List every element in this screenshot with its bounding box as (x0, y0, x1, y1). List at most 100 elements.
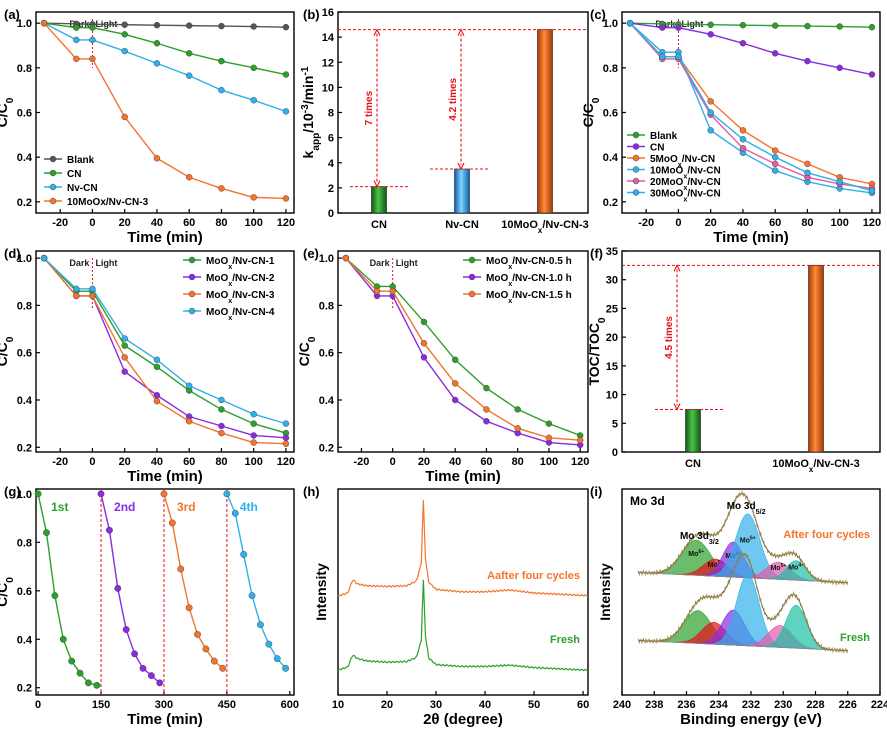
panel-g-xtick-label: 600 (281, 699, 299, 711)
panel-c-legend-marker (632, 143, 640, 150)
panel-b-category-label: Nv-CN (445, 219, 479, 231)
panel-d-series-2-point (218, 429, 225, 437)
panel-i-d32-label: Mo 3d3/2 (680, 531, 719, 546)
panel-a-xtick-label: 120 (277, 217, 295, 229)
panel-b-ytick-label: 16 (322, 7, 334, 19)
panel-c-ytick-label: 0.4 (603, 152, 619, 164)
panel-h-pattern-0 (337, 500, 589, 597)
panel-c-xtick-label: 100 (831, 217, 849, 229)
panel-c-xtick-label: 120 (863, 217, 881, 229)
panel-e-xtick-label: 40 (449, 456, 461, 468)
panel-d-series-3-point (185, 382, 193, 389)
panel-g-series-3-point (223, 490, 231, 498)
panel-g-tag: (g) (4, 484, 21, 499)
panel-d-ytick-label: 0.6 (17, 348, 32, 360)
panel-c-series-5-point (739, 136, 747, 143)
panel-g-series-0-point (59, 635, 67, 643)
panel-g-series-3-line (226, 493, 287, 669)
panel-h: (h) 10 20 30 40 50 60 2θ (degree) Intensity Aafte… (303, 484, 589, 728)
panel-h-xtick-label: 50 (528, 699, 540, 711)
panel-a-legend-marker (49, 183, 57, 191)
panel-f-arrow-head-bottom (673, 403, 681, 411)
panel-f-category-label: 10MoOx/Nv-CN-3 (772, 458, 860, 474)
panel-a-series-2-point (73, 36, 80, 44)
panel-c-series-5-point (771, 153, 779, 161)
panel-d-xlabel: Time (min) (127, 468, 203, 485)
panel-e-series-2-point (514, 425, 521, 432)
panel-e-ytick-label: 0.4 (319, 395, 335, 407)
panel-c-series-0-point (771, 22, 779, 29)
panel-c-series-5-point (868, 187, 876, 194)
panel-h-ylabel: Intensity (313, 563, 329, 621)
panel-e-series-0-point (545, 420, 553, 427)
panel-e-dark-label: Dark (370, 258, 391, 268)
panel-d-dark-label: Dark (69, 258, 90, 268)
panel-e-series-0-line (345, 257, 581, 437)
panel-c-legend-label: 30MoOx/Nv-CN (650, 189, 721, 204)
panel-d-series-0-point (218, 406, 225, 413)
panel-d-series-2-point (153, 397, 161, 405)
panel-i-trace-0-raw (637, 490, 849, 587)
panel-c-series-3-point (771, 167, 779, 174)
panel-f-bar-0 (685, 409, 701, 453)
panel-c-series-2-point (771, 147, 779, 154)
panel-e-ytick-label: 0.2 (319, 442, 334, 454)
panel-h-xtick-label: 30 (430, 699, 442, 711)
panel-d-legend-marker (188, 290, 196, 298)
panel-g-series-0-point (43, 529, 50, 537)
panel-d-legend-label: MoOx/Nv-CN-1 (206, 256, 275, 271)
panel-c-xlabel: Time (min) (713, 229, 789, 246)
panel-d-series-2-point (185, 418, 193, 425)
panel-b-ytick-label: 4 (328, 158, 335, 170)
panel-c-series-0-point (739, 21, 747, 29)
panel-g-series-1-point (97, 490, 105, 498)
panel-b-category-label: 10MoOx/Nv-CN-3 (501, 219, 589, 235)
panel-i-xtick-label: 232 (742, 699, 760, 711)
panel-d-series-2-point (250, 439, 257, 446)
panel-c-legend-marker (632, 177, 640, 185)
panel-h-trace-label: Aafter four cycles (487, 570, 580, 582)
panel-c-series-1-point (707, 31, 714, 38)
panel-e-ytick-label: 0.6 (319, 348, 334, 360)
panel-a-series-0-point (185, 22, 193, 29)
panel-g-series-0-line (37, 493, 98, 686)
panel-g-cycle-label: 1st (51, 500, 68, 514)
panel-c-legend-label: 5MoOx/Nv-CN (650, 154, 715, 169)
panel-c-legend-marker (632, 131, 640, 139)
panel-d-series-0-point (250, 420, 257, 427)
panel-c-series-1-point (739, 40, 747, 47)
panel-e-series-2-line (345, 257, 581, 441)
panel-e-xtick-label: 80 (512, 456, 524, 468)
panel-g-series-1-point (147, 672, 155, 680)
panel-d-series-1-point (218, 422, 225, 430)
panel-a: (a) -20 0 20 40 60 80 100 120 0.2 0.4 0.6 0.8 1.0 Time… (0, 7, 295, 246)
panel-a-series-2-point (121, 47, 128, 55)
panel-h-frame (337, 488, 589, 696)
panel-e-series-0-point (514, 406, 521, 413)
panel-f-ylabel: TOC/TOC0 (586, 317, 608, 386)
panel-g-xtick-label: 300 (155, 699, 173, 711)
panel-g-series-2-point (210, 657, 218, 665)
panel-c-series-0-point (868, 23, 876, 31)
panel-a-series-3-point (218, 185, 225, 192)
panel-a-series-1-point (89, 24, 96, 31)
panel-b-ytick-label: 2 (328, 183, 334, 195)
panel-i-ylabel: Intensity (597, 563, 613, 621)
panel-g-series-1-point (114, 584, 122, 592)
panel-a-legend-label: Blank (67, 155, 95, 166)
panel-a-series-0-point (250, 23, 257, 30)
panel-a-series-0-point (218, 22, 225, 30)
panel-c-legend-marker (632, 154, 640, 162)
panel-a-xtick-label: 0 (89, 217, 95, 229)
panel-b-bar-0 (371, 186, 387, 214)
panel-g-series-2-point (168, 519, 176, 527)
panel-b-arrow-head-bottom (457, 162, 465, 171)
panel-f-ratio-annotation: 4.5 times (664, 316, 675, 359)
panel-g-series-3-point (282, 664, 290, 672)
panel-c-series-1-line (629, 22, 873, 76)
panel-c-legend-label: 20MoOx/Nv-CN (650, 177, 721, 192)
panel-e-series-1-point (451, 396, 459, 404)
panel-g-series-3-point (248, 592, 256, 600)
panel-d-series-2-point (89, 292, 96, 300)
panel-h-tag: (h) (303, 484, 320, 499)
